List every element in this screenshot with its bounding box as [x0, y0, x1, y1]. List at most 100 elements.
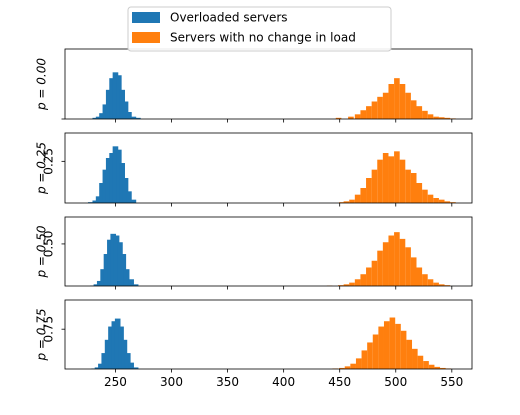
histogram-bar-p1-s1-19 [444, 201, 451, 203]
y-axis-label: p = 0.00 [35, 58, 49, 111]
y-axis-label: p = 0.25 [35, 142, 49, 195]
histogram-bar-p1-s1-4 [360, 188, 367, 203]
histogram-bar-p3-s1-5 [361, 350, 368, 369]
histogram-bar-p1-s1-17 [433, 198, 439, 203]
histogram-bar-p1-s0-4 [102, 169, 109, 203]
histogram-bar-p0-s1-14 [422, 110, 428, 119]
legend-box [127, 6, 392, 52]
histogram-bar-p3-s1-4 [355, 358, 362, 369]
histogram-bar-p3-s1-17 [428, 364, 435, 369]
panel-frame [64, 216, 473, 287]
histogram-bar-p1-s0-3 [99, 183, 105, 203]
legend-label-0: Overloaded servers [170, 11, 288, 25]
histogram-bar-p1-s1-6 [371, 169, 378, 203]
histogram-bar-p1-s0-2 [95, 196, 102, 203]
histogram-bar-p0-s1-1 [348, 116, 354, 119]
histogram-bar-p2-s1-6 [366, 267, 372, 286]
histogram-bar-p1-s0-6 [109, 153, 115, 203]
histogram-bar-p0-s1-7 [382, 92, 389, 119]
histogram-bar-p0-s1-5 [371, 101, 378, 119]
y-tick-label: 0.50 [42, 231, 56, 258]
legend-swatch-0 [132, 12, 160, 23]
histogram-bar-p2-s1-8 [377, 250, 383, 286]
panel-frame [64, 132, 473, 204]
histogram-bar-p3-s0-9 [121, 339, 128, 369]
panel-0: p = 0.00 [35, 48, 473, 123]
histogram-bar-p0-s1-15 [427, 114, 434, 119]
histogram-bar-p3-s1-1 [339, 367, 345, 369]
panel-1: 0.25p = 0.25 [35, 132, 473, 207]
x-tick-label-1: 300 [160, 375, 183, 389]
histogram-bar-p0-s1-17 [438, 117, 445, 119]
histogram-bar-p3-s1-6 [367, 342, 373, 369]
histogram-bar-p2-s0-6 [110, 233, 117, 286]
histogram-bar-p3-s0-6 [111, 321, 118, 369]
histogram-bar-p0-s0-9 [122, 101, 129, 119]
histogram-bar-p1-s1-1 [343, 201, 350, 203]
histogram-bar-p1-s1-15 [422, 189, 428, 203]
histogram-bar-p0-s1-8 [388, 84, 395, 119]
histogram-bar-p1-s1-9 [388, 156, 395, 203]
histogram-bar-p1-s1-5 [366, 178, 372, 203]
y-axis-label: p = 0.75 [35, 308, 49, 361]
histogram-bar-p2-s1-16 [422, 274, 428, 286]
panel-frame [64, 299, 473, 370]
histogram-bar-p1-s1-12 [405, 169, 411, 203]
x-tick-label-2: 350 [216, 375, 239, 389]
histogram-bar-p3-s1-15 [417, 355, 424, 369]
histogram-bar-p3-s1-8 [378, 326, 384, 369]
legend-label-1: Servers with no change in load [170, 31, 356, 45]
histogram-bar-p2-s0-10 [123, 269, 130, 286]
histogram-bar-p2-s1-20 [444, 285, 451, 286]
histogram-bar-p1-s1-13 [410, 173, 417, 203]
histogram-bar-p2-s1-5 [360, 274, 367, 286]
histogram-bar-p2-s0-5 [107, 239, 113, 286]
legend: Overloaded servers Servers with no change… [127, 6, 392, 52]
histogram-bar-p0-s0-7 [116, 75, 122, 119]
histogram-bar-p2-s0-9 [120, 254, 127, 286]
histogram-bar-p2-s1-10 [388, 235, 395, 286]
histogram-bar-p2-s1-14 [410, 257, 417, 286]
histogram-bar-p0-s0-10 [126, 112, 132, 119]
histogram-bar-p1-s1-20 [450, 202, 456, 203]
histogram-bar-p2-s1-13 [405, 247, 411, 286]
histogram-bar-p1-s1-0 [339, 202, 345, 203]
histogram-bar-p2-s1-17 [427, 279, 434, 286]
y-tick-label: 0.25 [42, 148, 56, 175]
histogram-bar-p1-s0-9 [119, 163, 125, 203]
histogram-bar-p0-s1-6 [377, 96, 383, 119]
histogram-bar-p2-s1-9 [382, 242, 389, 286]
histogram-bar-p1-s1-7 [377, 159, 383, 203]
histogram-bar-p1-s1-14 [416, 183, 423, 203]
histogram-bar-p1-s1-2 [349, 199, 355, 203]
histogram-bar-p0-s0-0 [92, 117, 99, 119]
histogram-bar-p3-s1-11 [395, 323, 401, 369]
histogram-bar-p2-s0-4 [103, 254, 110, 286]
histogram-bar-p0-s0-3 [102, 104, 109, 119]
histogram-bar-p1-s1-16 [427, 194, 434, 203]
panel-2: 0.50p = 0.50 [35, 216, 473, 290]
x-tick-label-5: 500 [384, 375, 407, 389]
histogram-bar-p0-s0-4 [105, 89, 112, 119]
histogram-bar-p1-s0-0 [87, 202, 94, 203]
x-tick-label-0: 250 [104, 375, 127, 389]
histogram-bar-p3-s1-19 [440, 367, 446, 369]
panel-3: 0.75p = 0.75 [35, 299, 473, 373]
histogram-bar-p3-s1-7 [372, 334, 379, 369]
histogram-bar-p0-s0-2 [99, 113, 105, 119]
x-tick-label-4: 450 [328, 375, 351, 389]
histogram-bar-p3-s0-5 [108, 326, 114, 369]
histogram-bar-p3-s1-9 [383, 321, 390, 369]
histogram-bar-p1-s0-7 [112, 146, 119, 203]
histogram-bar-p2-s0-12 [132, 284, 139, 286]
histogram-bar-p1-s0-11 [126, 191, 132, 203]
histogram-bar-p1-s1-3 [354, 194, 361, 203]
histogram-bar-p3-s0-7 [114, 318, 121, 369]
histogram-bar-p0-s1-2 [354, 114, 361, 119]
histogram-bar-p2-s1-19 [438, 284, 445, 286]
histogram-bar-p3-s0-3 [101, 353, 108, 369]
histogram-bar-p0-s1-10 [399, 84, 406, 119]
histogram-bar-p3-s1-13 [406, 339, 413, 369]
histogram-bar-p0-s1-18 [444, 117, 451, 119]
histogram-bar-p1-s0-12 [130, 199, 137, 203]
